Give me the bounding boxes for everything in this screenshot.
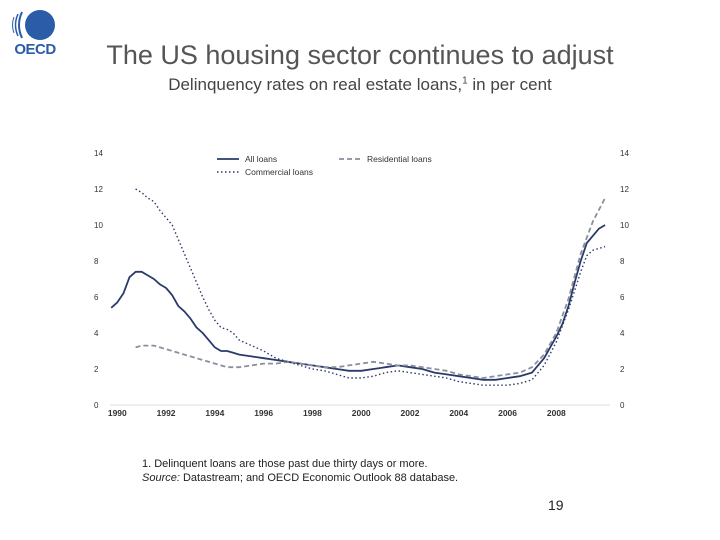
y-tick-label-right: 0 <box>620 401 625 410</box>
footnote-line: 1. Delinquent loans are those past due t… <box>142 458 428 470</box>
y-tick-label-left: 10 <box>94 221 103 230</box>
y-tick-label-left: 4 <box>94 329 99 338</box>
x-tick-label: 2002 <box>401 408 420 418</box>
commercial-loans-series <box>135 188 606 386</box>
x-tick-label: 2004 <box>449 408 468 418</box>
x-tick-label: 1998 <box>303 408 322 418</box>
y-tick-label-right: 6 <box>620 293 625 302</box>
all-loans-series <box>110 224 606 381</box>
x-tick-label: 2008 <box>547 408 566 418</box>
x-tick-label: 1990 <box>108 408 127 418</box>
residential-loans-legend-label: Residential loans <box>367 154 432 164</box>
slide-subtitle: Delinquency rates on real estate loans,1… <box>0 75 720 95</box>
y-tick-label-right: 14 <box>620 149 629 158</box>
subtitle-text: Delinquency rates on real estate loans, <box>168 75 463 94</box>
x-tick-label: 1996 <box>254 408 273 418</box>
subtitle-tail: in per cent <box>467 75 552 94</box>
page-number: 19 <box>548 497 564 513</box>
x-tick-label: 2006 <box>498 408 517 418</box>
slide-title: The US housing sector continues to adjus… <box>106 40 614 70</box>
chart-legend: All loans Residential loans Commercial loa… <box>217 154 432 177</box>
source-text: Datastream; and OECD Economic Outlook 88… <box>179 472 459 484</box>
y-tick-label-left: 14 <box>94 149 103 158</box>
footnote-marker: 1 <box>462 75 468 87</box>
y-tick-label-left: 6 <box>94 293 99 302</box>
x-tick-label: 1994 <box>205 408 224 418</box>
chart-footnote: 1. Delinquent loans are those past due t… <box>142 457 458 485</box>
y-tick-label-right: 2 <box>620 365 625 374</box>
y-tick-label-left: 12 <box>94 185 103 194</box>
y-tick-label-left: 2 <box>94 365 99 374</box>
x-tick-label: 2000 <box>352 408 371 418</box>
oecd-logo-text: OECD <box>14 41 56 58</box>
commercial-loans-legend-label: Commercial loans <box>245 167 313 177</box>
source-label: Source: <box>142 472 180 484</box>
source-line: Source: Datastream; and OECD Economic Ou… <box>142 471 458 485</box>
x-tick-label: 1992 <box>157 408 176 418</box>
oecd-logo: OECD <box>8 8 62 60</box>
y-tick-label-right: 12 <box>620 185 629 194</box>
y-tick-label-left: 0 <box>94 401 99 410</box>
chart-axes: 0 0 2 2 4 4 6 6 8 8 10 10 12 12 14 14 1990 1992 1994 1996 19… <box>94 149 629 418</box>
oecd-globe-icon <box>12 10 55 40</box>
y-tick-label-right: 4 <box>620 329 625 338</box>
y-tick-label-left: 8 <box>94 257 99 266</box>
residential-loans-series <box>135 197 606 379</box>
y-tick-label-right: 10 <box>620 221 629 230</box>
chart-series <box>110 188 606 386</box>
y-tick-label-right: 8 <box>620 257 625 266</box>
all-loans-legend-label: All loans <box>245 154 277 164</box>
